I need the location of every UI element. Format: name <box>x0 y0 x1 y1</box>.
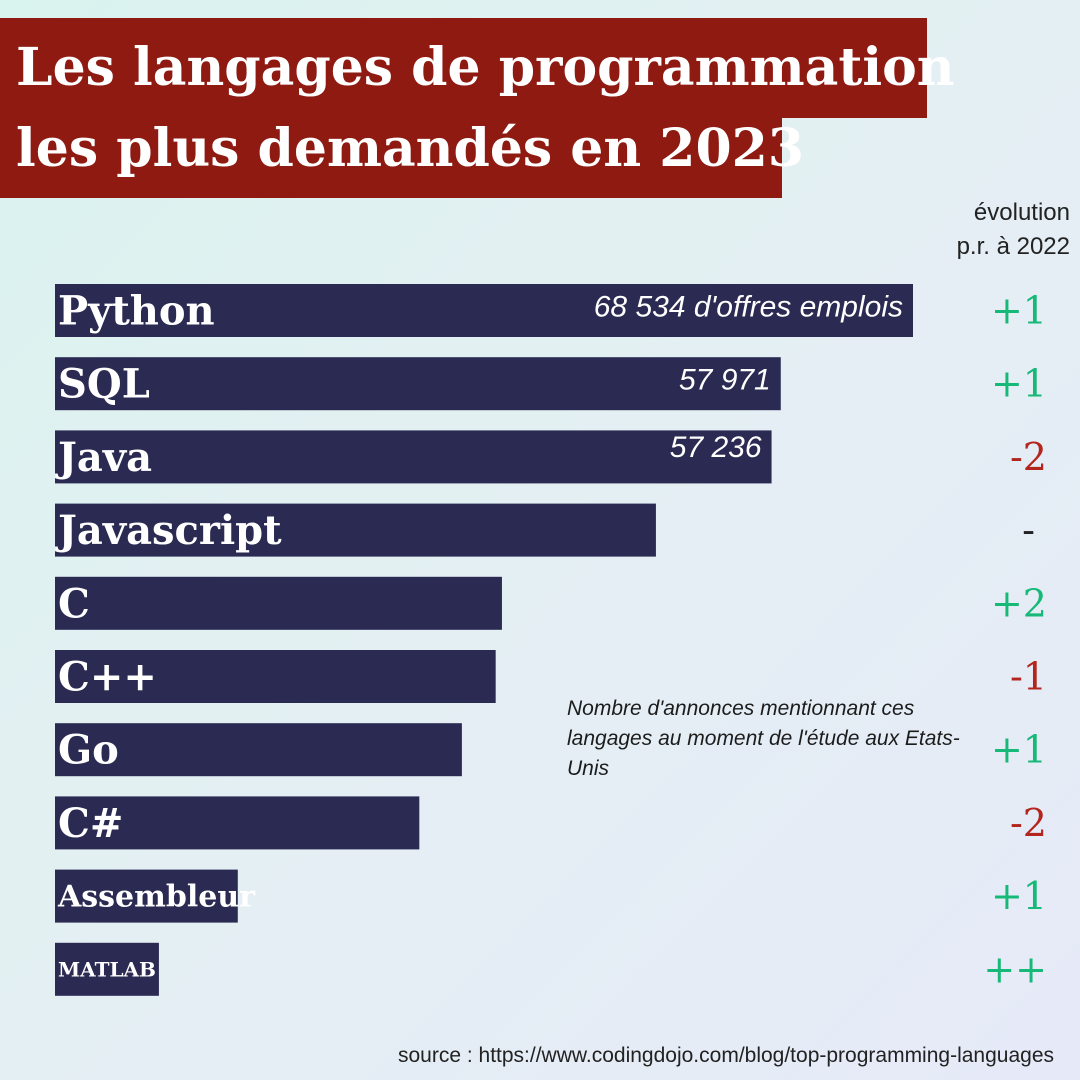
bar-category-label: MATLAB <box>58 957 156 981</box>
bar-java <box>55 430 772 484</box>
bar-category-label: Javascript <box>55 507 282 554</box>
evolution-header: évolution p.r. à 2022 <box>957 196 1070 264</box>
source-credit: source : https://www.codingdojo.com/blog… <box>397 1044 1054 1067</box>
chart-note: Nombre d'annonces mentionnant ces langag… <box>567 697 960 780</box>
change-label: -2 <box>1010 435 1047 479</box>
bar-category-label: SQL <box>58 361 150 408</box>
bar-category-label: C++ <box>58 654 157 701</box>
change-label: -1 <box>1010 655 1047 699</box>
bar-category-label: Assembleur <box>57 880 256 915</box>
bar-category-label: Go <box>58 727 119 774</box>
bar-assembleur <box>55 869 238 923</box>
change-label: +1 <box>991 874 1047 918</box>
bar-sql <box>55 357 781 411</box>
evolution-header-line-1: évolution <box>973 199 1070 226</box>
title-line-2-text: les plus demandés en 2023 <box>16 118 805 179</box>
change-label: +2 <box>991 581 1047 625</box>
change-label: +1 <box>991 362 1047 406</box>
bar-go <box>55 723 462 777</box>
title-line-1-text: Les langages de programmation <box>16 37 955 98</box>
bar-category-label: C# <box>58 800 123 847</box>
change-label: - <box>1022 508 1035 552</box>
change-label: -2 <box>1010 801 1047 845</box>
evolution-header-line-2: p.r. à 2022 <box>956 233 1070 260</box>
change-label: +1 <box>991 728 1047 772</box>
bar-javascript <box>55 503 656 557</box>
bar-category-label: C <box>58 580 90 627</box>
bar-value-label: 57 236 <box>670 431 762 464</box>
bar-value-label: 57 971 <box>679 364 771 397</box>
bar-matlab <box>55 942 159 996</box>
bar-c <box>55 576 502 630</box>
bar-python <box>55 284 913 337</box>
bar-c- <box>55 650 496 703</box>
bar-c- <box>55 796 420 850</box>
bar-category-label: Java <box>55 434 152 481</box>
change-label: +1 <box>991 289 1047 333</box>
change-label: ++ <box>983 947 1047 991</box>
bar-category-label: Python <box>58 288 215 335</box>
bar-value-label: 68 534 d'offres emplois <box>594 291 903 324</box>
title-line-2: les plus demandés en 2023 <box>0 100 804 198</box>
